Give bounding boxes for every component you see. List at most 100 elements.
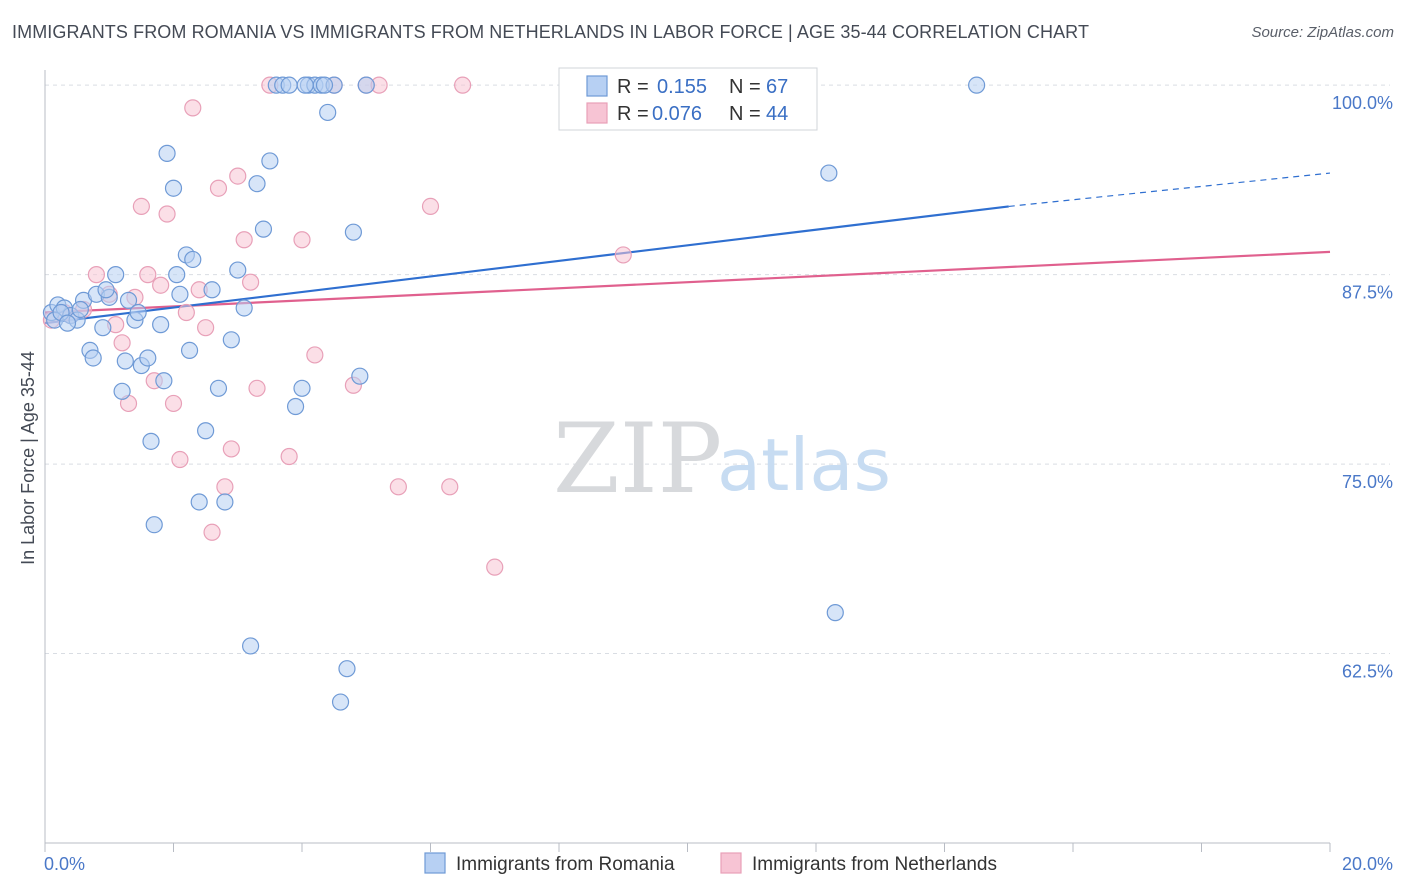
point-romania	[168, 266, 186, 284]
point-romania	[344, 223, 362, 241]
y-tick-label-3: 100.0%	[1332, 93, 1393, 113]
point-netherlands	[87, 266, 106, 284]
point-romania	[119, 291, 138, 309]
point-netherlands	[184, 99, 202, 117]
point-romania	[58, 314, 77, 332]
point-romania	[209, 379, 228, 397]
point-romania	[203, 281, 221, 299]
watermark-zip: ZIP	[553, 403, 722, 515]
point-netherlands	[216, 478, 234, 496]
point-romania	[142, 432, 160, 450]
bottom-legend-swatch-romania	[424, 852, 446, 874]
x-tick-label-0: 0.0%	[44, 854, 85, 874]
point-netherlands	[113, 334, 131, 352]
point-netherlands	[158, 205, 176, 223]
point-netherlands	[197, 319, 215, 337]
point-netherlands	[441, 478, 459, 496]
trend-line-romania	[44, 205, 1009, 325]
point-netherlands	[486, 558, 504, 576]
point-netherlands	[614, 246, 632, 264]
point-romania	[84, 349, 102, 367]
point-romania	[357, 76, 375, 94]
point-romania	[139, 349, 157, 367]
point-romania	[94, 319, 112, 337]
point-romania	[116, 352, 134, 370]
legend-r-label-netherlands: R =	[617, 103, 649, 125]
point-netherlands	[389, 478, 407, 496]
x-tick-labels: 0.0% 20.0%	[44, 854, 1393, 874]
point-romania	[280, 76, 298, 94]
y-tick-label-2: 87.5%	[1342, 283, 1393, 303]
point-netherlands	[132, 197, 150, 216]
data-points	[42, 76, 986, 711]
correlation-legend: R = 0.155 N = 67 R = 0.076 N = 44	[558, 67, 818, 131]
legend-n-value-romania: 67	[766, 76, 788, 98]
point-romania	[216, 493, 234, 511]
series-legend: Immigrants from Romania Immigrants from …	[424, 852, 997, 875]
axes	[44, 70, 1331, 852]
point-romania	[197, 422, 215, 440]
point-romania	[242, 637, 260, 655]
point-netherlands	[222, 440, 240, 458]
point-netherlands	[248, 379, 266, 397]
point-netherlands	[454, 76, 472, 94]
point-romania	[129, 303, 147, 322]
legend-r-value-netherlands: 0.076	[652, 103, 702, 125]
point-romania	[71, 300, 89, 319]
point-romania	[229, 261, 247, 279]
point-romania	[155, 372, 173, 390]
point-netherlands	[209, 179, 228, 197]
point-netherlands	[280, 447, 298, 466]
point-romania	[254, 220, 273, 238]
point-netherlands	[242, 273, 260, 291]
point-romania	[145, 516, 163, 534]
trend-lines	[44, 172, 1331, 325]
point-romania	[184, 250, 202, 269]
trend-line-romania-extension	[1008, 172, 1331, 208]
bottom-legend-label-netherlands: Immigrants from Netherlands	[752, 854, 997, 875]
point-romania	[826, 604, 844, 622]
point-romania	[338, 660, 356, 678]
legend-r-value-romania: 0.155	[657, 76, 707, 98]
point-netherlands	[293, 231, 311, 249]
point-netherlands	[171, 450, 189, 469]
point-romania	[331, 693, 350, 711]
point-romania	[235, 299, 253, 317]
legend-n-label-netherlands: N =	[729, 103, 761, 125]
y-tick-label-0: 62.5%	[1342, 662, 1393, 682]
point-romania	[968, 76, 986, 94]
point-netherlands	[203, 523, 221, 541]
legend-n-label-romania: N =	[729, 76, 761, 98]
y-tick-labels: 62.5% 75.0% 87.5% 100.0%	[1332, 93, 1393, 681]
watermark-atlas: atlas	[717, 423, 891, 507]
point-netherlands	[235, 231, 253, 249]
legend-r-label-romania: R =	[617, 76, 649, 98]
point-romania	[158, 144, 176, 162]
point-netherlands	[164, 394, 183, 413]
point-netherlands	[306, 346, 324, 364]
bottom-legend-label-romania: Immigrants from Romania	[456, 854, 675, 875]
point-romania	[248, 175, 266, 193]
point-netherlands	[152, 276, 170, 294]
point-romania	[296, 76, 314, 94]
point-netherlands	[177, 303, 195, 322]
point-romania	[171, 285, 189, 303]
legend-swatch-netherlands	[586, 102, 608, 124]
legend-swatch-romania	[586, 75, 608, 97]
bottom-legend-swatch-netherlands	[720, 852, 742, 874]
point-romania	[113, 382, 131, 400]
point-netherlands	[421, 197, 440, 216]
chart-title: IMMIGRANTS FROM ROMANIA VS IMMIGRANTS FR…	[12, 22, 1090, 42]
point-romania	[190, 493, 208, 511]
x-tick-label-1: 20.0%	[1342, 854, 1393, 874]
point-romania	[351, 367, 369, 385]
point-romania	[319, 103, 337, 122]
point-romania	[315, 76, 334, 94]
point-romania	[97, 281, 115, 299]
legend-n-value-netherlands: 44	[766, 103, 788, 125]
y-axis-label: In Labor Force | Age 35-44	[18, 351, 38, 565]
point-romania	[107, 266, 125, 284]
point-romania	[222, 331, 240, 349]
grid-lines	[45, 84, 1390, 655]
